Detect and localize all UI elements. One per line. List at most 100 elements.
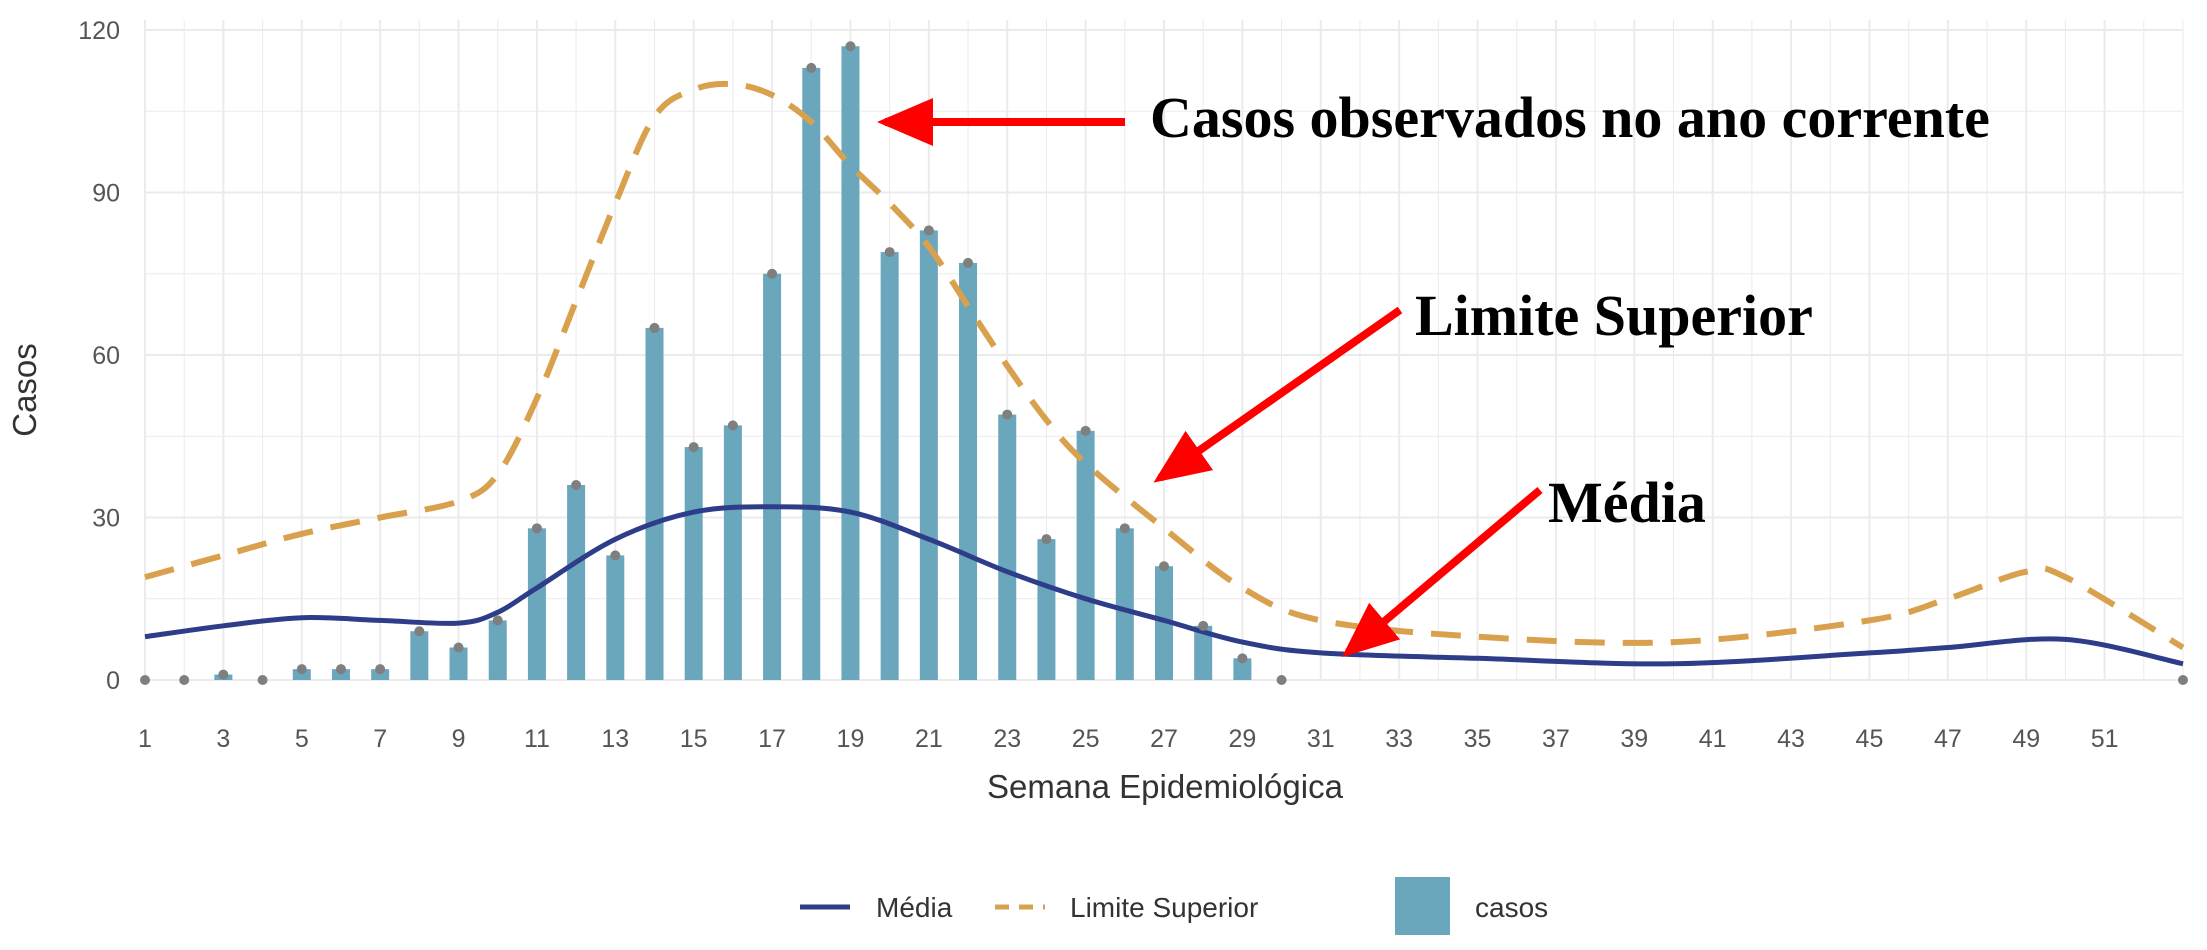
bar-week-18 xyxy=(802,67,821,680)
y-tick-label: 30 xyxy=(92,505,120,533)
bar-points xyxy=(140,41,2188,685)
x-tick-labels: 1 3 5 7 9 11 13 15 17 19 21 23 25 27 29 31 33 35 37 39 41 43 4… xyxy=(138,725,2118,753)
bar-point-week-10 xyxy=(492,615,503,626)
bar-week-7 xyxy=(371,669,390,680)
bar-point-week-5 xyxy=(296,664,307,675)
bar-week-5 xyxy=(292,669,311,680)
bar-week-28 xyxy=(1194,625,1213,680)
x-tick-label: 15 xyxy=(680,725,708,753)
bar-point-week-16 xyxy=(727,420,738,431)
x-tick-label: 37 xyxy=(1542,725,1570,753)
bar-week-26 xyxy=(1115,528,1134,680)
bar-point-week-28 xyxy=(1198,620,1209,631)
x-tick-label: 3 xyxy=(216,725,230,753)
annotation-text-mean: Média xyxy=(1548,470,1706,535)
annotation-arrow-upper-limit xyxy=(1153,306,1403,483)
bar-point-week-12 xyxy=(571,480,582,490)
bar-week-29 xyxy=(1233,658,1252,680)
bar-week-12 xyxy=(567,485,586,680)
x-tick-label: 17 xyxy=(758,725,786,753)
x-axis-title: Semana Epidemiológica xyxy=(987,768,1344,805)
bar-point-week-8 xyxy=(414,626,425,637)
bar-point-week-19 xyxy=(845,41,856,52)
y-tick-label: 60 xyxy=(92,342,120,370)
x-tick-label: 43 xyxy=(1777,725,1805,753)
annotation-upper-limit: Limite Superior xyxy=(1153,283,1813,483)
bar-week-10 xyxy=(488,620,507,680)
annotation-text-upper-limit: Limite Superior xyxy=(1415,283,1813,348)
x-tick-label: 23 xyxy=(993,725,1021,753)
bar-point-week-26 xyxy=(1119,523,1130,534)
line-limite-superior xyxy=(144,80,2185,651)
bar-point-week-27 xyxy=(1159,561,1169,572)
bar-point-week-6 xyxy=(335,664,346,675)
x-tick-label: 35 xyxy=(1464,725,1492,753)
bar-week-25 xyxy=(1076,430,1095,680)
x-tick-label: 29 xyxy=(1228,725,1256,753)
bar-week-27 xyxy=(1155,566,1173,680)
x-tick-label: 7 xyxy=(373,725,387,753)
bar-point-week-11 xyxy=(531,523,542,534)
bar-point-week-1 xyxy=(140,675,150,685)
y-tick-label: 90 xyxy=(92,180,120,208)
annotation-mean: Média xyxy=(1341,470,1706,658)
bar-point-week-9 xyxy=(453,642,464,653)
bar-point-week-18 xyxy=(806,62,817,73)
bar-week-17 xyxy=(763,273,782,680)
bar-point-week-17 xyxy=(767,268,778,279)
bar-week-6 xyxy=(331,669,350,680)
annotation-observed: Casos observados no ano corrente xyxy=(877,85,1990,150)
y-tick-label: 120 xyxy=(78,17,120,45)
bar-point-week-20 xyxy=(884,247,895,258)
bar-point-week-15 xyxy=(688,442,699,453)
y-axis-title: Casos xyxy=(6,343,43,437)
bar-week-21 xyxy=(919,230,938,680)
y-tick-labels: 0 30 60 90 120 xyxy=(78,17,120,695)
bar-week-22 xyxy=(959,262,978,680)
bar-week-19 xyxy=(841,46,860,680)
legend: Média Limite Superior casos xyxy=(800,877,1548,935)
x-tick-label: 33 xyxy=(1385,725,1413,753)
bar-point-week-21 xyxy=(923,225,934,236)
x-tick-label: 9 xyxy=(452,725,466,753)
bars xyxy=(214,46,1252,681)
x-tick-label: 47 xyxy=(1934,725,1962,753)
legend-label-media: Média xyxy=(876,892,953,923)
x-tick-label: 41 xyxy=(1699,725,1727,753)
x-tick-label: 13 xyxy=(601,725,629,753)
x-tick-label: 45 xyxy=(1856,725,1884,753)
bar-point-week-24 xyxy=(1041,534,1052,545)
bar-point-week-7 xyxy=(375,664,386,675)
bar-week-15 xyxy=(684,447,703,680)
x-tick-label: 51 xyxy=(2091,725,2119,753)
bar-week-9 xyxy=(449,647,468,680)
bar-week-16 xyxy=(723,425,742,680)
x-tick-label: 25 xyxy=(1072,725,1100,753)
bar-week-24 xyxy=(1037,539,1056,680)
bar-week-14 xyxy=(645,327,664,680)
bar-point-week-23 xyxy=(1002,409,1013,420)
legend-label-upper-limit: Limite Superior xyxy=(1070,892,1258,923)
x-tick-label: 31 xyxy=(1307,725,1335,753)
bar-point-week-29 xyxy=(1237,653,1248,664)
legend-label-casos: casos xyxy=(1475,892,1548,923)
bar-week-23 xyxy=(998,414,1017,680)
x-tick-label: 39 xyxy=(1620,725,1648,753)
x-tick-label: 11 xyxy=(524,725,550,753)
line-media xyxy=(144,504,2184,667)
x-tick-label: 1 xyxy=(138,725,152,753)
x-tick-label: 49 xyxy=(2012,725,2040,753)
bar-point-week-2 xyxy=(179,675,190,685)
legend-swatch-casos xyxy=(1395,877,1450,935)
x-tick-label: 19 xyxy=(837,725,865,753)
bar-point-week-14 xyxy=(649,322,660,333)
bar-week-8 xyxy=(410,631,429,680)
bar-point-week-53 xyxy=(2178,675,2188,685)
x-tick-label: 27 xyxy=(1150,725,1178,753)
y-tick-label: 0 xyxy=(106,667,120,695)
bar-point-week-13 xyxy=(610,550,621,561)
x-tick-label: 21 xyxy=(915,725,943,753)
series-lines xyxy=(144,80,2185,667)
bar-week-20 xyxy=(880,252,899,681)
